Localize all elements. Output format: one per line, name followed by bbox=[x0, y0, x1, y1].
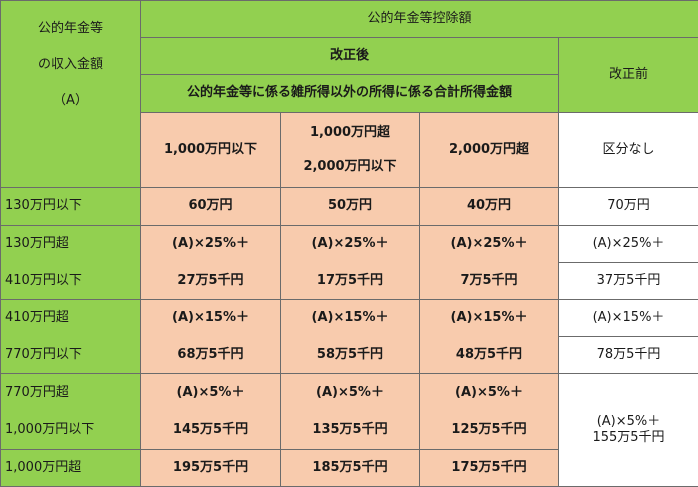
deduction-formula: (A)×5%＋ bbox=[280, 373, 420, 412]
before-formula: (A)×5%＋ bbox=[596, 413, 661, 429]
table-row: 130万円超 (A)×25%＋ (A)×25%＋ (A)×25%＋ (A)×25… bbox=[0, 225, 698, 263]
no-division-header: 区分なし bbox=[557, 112, 698, 188]
other-income-header: 公的年金等に係る雑所得以外の所得に係る合計所得金額 bbox=[140, 74, 559, 113]
income-range: 410万円以下 bbox=[0, 262, 141, 300]
deduction-cell: 60万円 bbox=[140, 187, 281, 226]
table-row: 410万円以下 27万5千円 17万5千円 7万5千円 37万5千円 bbox=[0, 262, 698, 300]
income-range: 1,000万円超 bbox=[0, 449, 141, 487]
before-amount: 37万5千円 bbox=[557, 262, 698, 300]
deduction-cell: 185万5千円 bbox=[280, 449, 420, 487]
deduction-amount: 27万5千円 bbox=[140, 262, 281, 300]
before-amount: 78万5千円 bbox=[557, 336, 698, 374]
deduction-formula: (A)×15%＋ bbox=[140, 299, 281, 337]
income-range: 770万円超 bbox=[0, 373, 141, 412]
deduction-formula: (A)×25%＋ bbox=[419, 225, 559, 263]
income-header-line2: の収入金額 bbox=[37, 57, 103, 72]
table-row: 770万円以下 68万5千円 58万5千円 48万5千円 78万5千円 bbox=[0, 336, 698, 374]
deduction-formula: (A)×5%＋ bbox=[419, 373, 559, 412]
income-header-line3: （A） bbox=[53, 93, 88, 108]
tier-header-1: 1,000万円以下 bbox=[140, 112, 281, 188]
deduction-amount: 7万5千円 bbox=[419, 262, 559, 300]
deduction-amount: 68万5千円 bbox=[140, 336, 281, 374]
deduction-cell: 50万円 bbox=[280, 187, 420, 226]
after-reform-header: 改正後 bbox=[140, 37, 559, 75]
before-amount: 155万5千円 bbox=[592, 430, 665, 445]
before-cell: 70万円 bbox=[557, 187, 698, 226]
table-row: 770万円超 (A)×5%＋ (A)×5%＋ (A)×5%＋ (A)×5%＋ 1… bbox=[0, 373, 698, 487]
income-range: 410万円超 bbox=[0, 299, 141, 337]
deduction-cell: 40万円 bbox=[419, 187, 559, 226]
deduction-amount: 135万5千円 bbox=[280, 411, 420, 450]
table-row: 130万円以下 60万円 50万円 40万円 70万円 bbox=[0, 187, 698, 226]
income-header: 公的年金等 の収入金額 （A） bbox=[0, 0, 141, 188]
deduction-cell: 175万5千円 bbox=[419, 449, 559, 487]
deduction-formula: (A)×25%＋ bbox=[280, 225, 420, 263]
before-formula: (A)×15%＋ bbox=[557, 299, 698, 337]
tier-header-2-line2: 2,000万円以下 bbox=[303, 159, 397, 174]
deduction-cell: 195万5千円 bbox=[140, 449, 281, 487]
table-row: 1,000万円以下 145万5千円 135万5千円 125万5千円 bbox=[0, 411, 698, 450]
before-merged: (A)×5%＋ 155万5千円 bbox=[557, 373, 698, 487]
tier-header-2-line1: 1,000万円超 bbox=[309, 125, 391, 140]
table-row: 1,000万円超 195万5千円 185万5千円 175万5千円 bbox=[0, 449, 698, 487]
income-range: 1,000万円以下 bbox=[0, 411, 141, 450]
tier-header-2: 1,000万円超 2,000万円以下 bbox=[280, 112, 420, 188]
deduction-amount: 58万5千円 bbox=[280, 336, 420, 374]
table-row: 410万円超 (A)×15%＋ (A)×15%＋ (A)×15%＋ (A)×15… bbox=[0, 299, 698, 337]
tier-header-3: 2,000万円超 bbox=[419, 112, 559, 188]
deduction-amount: 125万5千円 bbox=[419, 411, 559, 450]
deduction-formula: (A)×5%＋ bbox=[140, 373, 281, 412]
deduction-formula: (A)×15%＋ bbox=[280, 299, 420, 337]
income-range: 130万円超 bbox=[0, 225, 141, 263]
deduction-amount: 17万5千円 bbox=[280, 262, 420, 300]
deduction-amount: 48万5千円 bbox=[419, 336, 559, 374]
before-formula: (A)×25%＋ bbox=[557, 225, 698, 263]
income-header-line1: 公的年金等 bbox=[37, 21, 103, 36]
deduction-header: 公的年金等控除額 bbox=[139, 0, 698, 38]
deduction-formula: (A)×25%＋ bbox=[140, 225, 281, 263]
income-range: 770万円以下 bbox=[0, 336, 141, 374]
before-reform-header: 改正前 bbox=[557, 37, 698, 113]
deduction-amount: 145万5千円 bbox=[140, 411, 281, 450]
income-range: 130万円以下 bbox=[0, 187, 141, 226]
deduction-formula: (A)×15%＋ bbox=[419, 299, 559, 337]
